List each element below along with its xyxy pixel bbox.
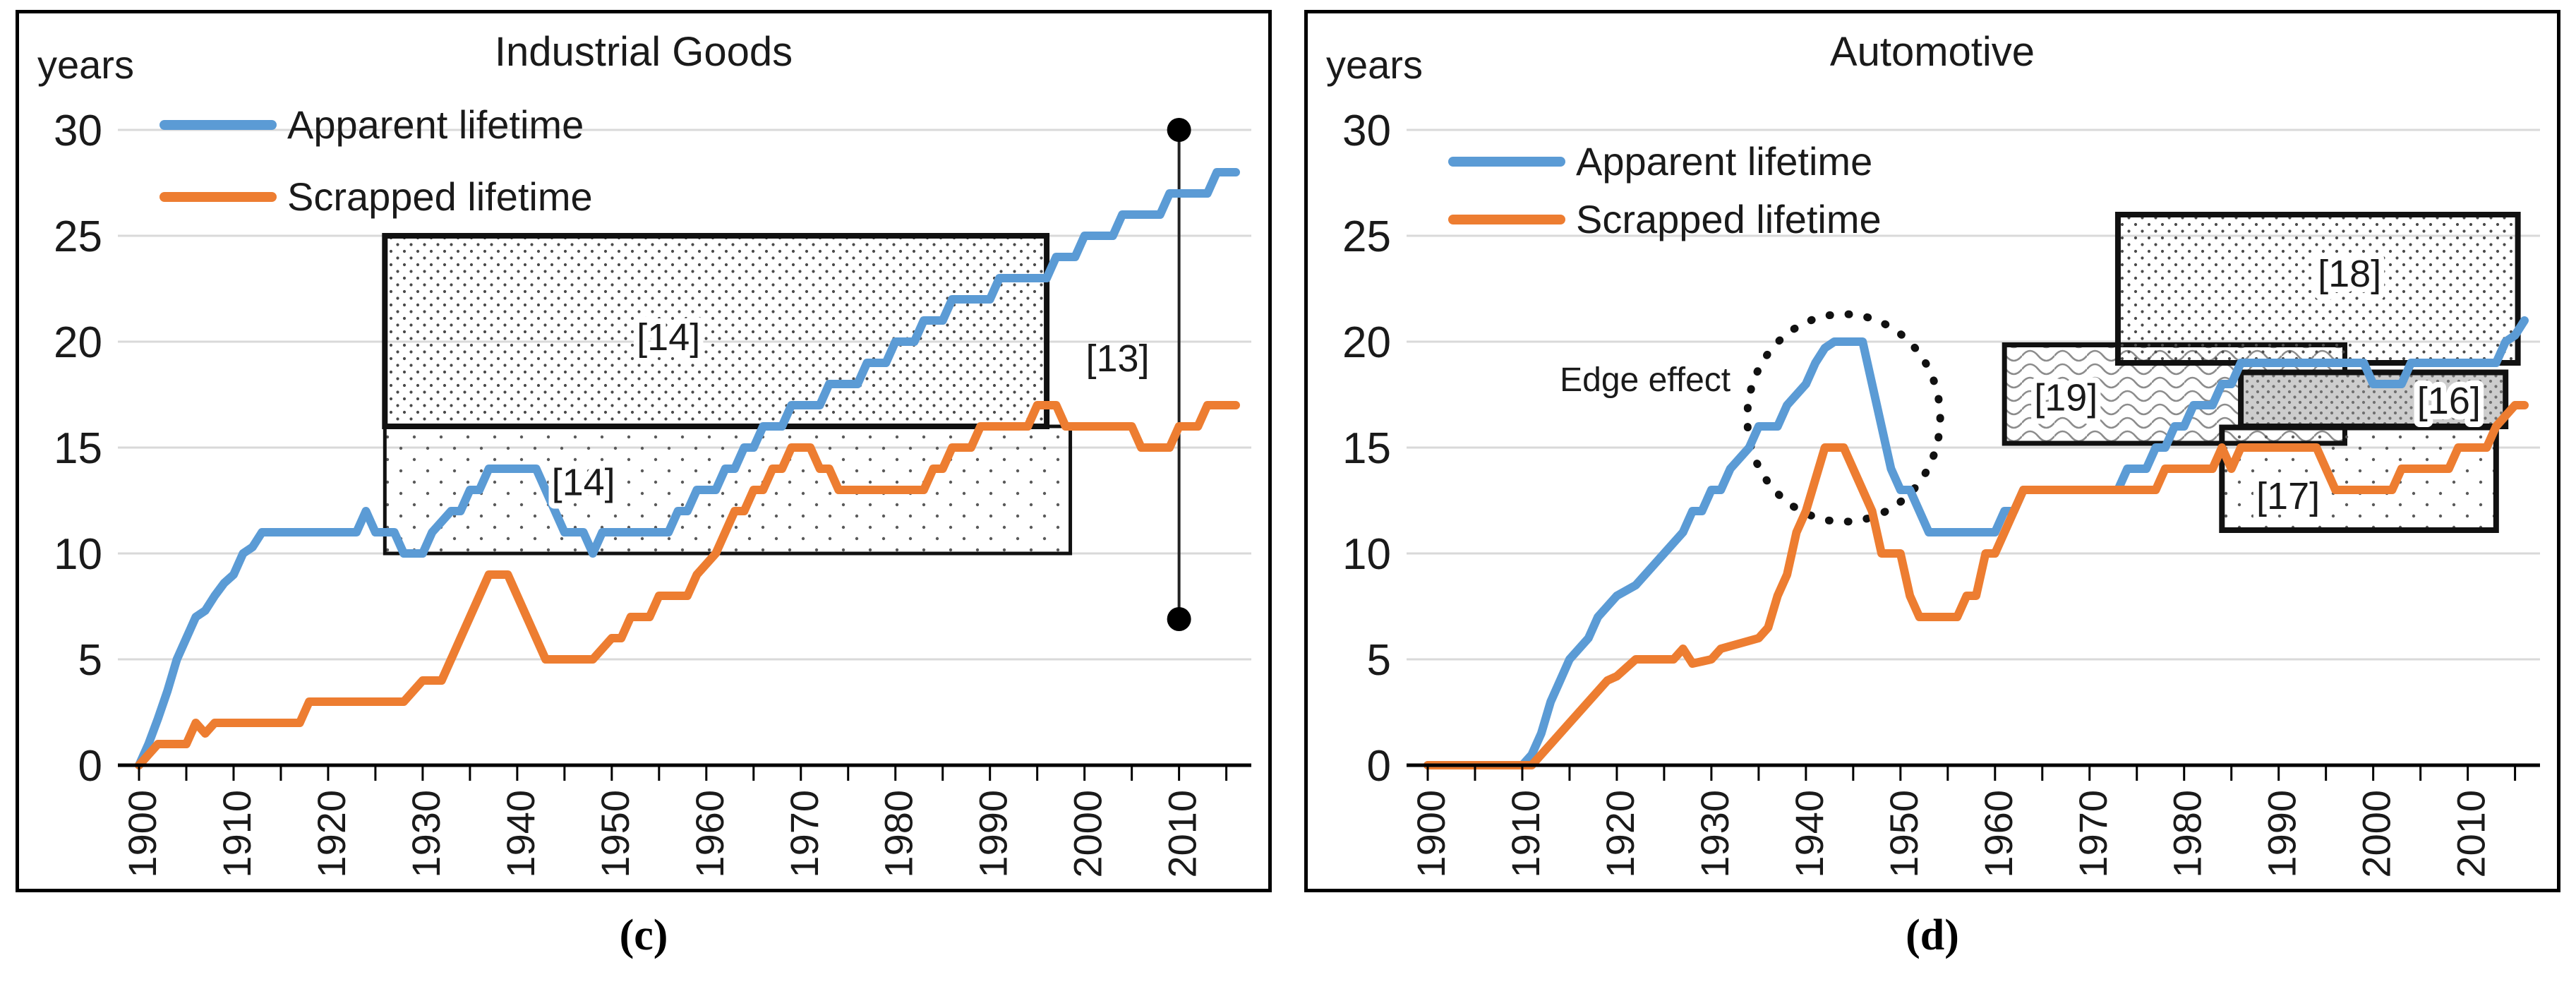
x-tick-label: 1980 (2165, 790, 2210, 878)
y-tick-label: 30 (1342, 107, 1391, 155)
y-axis-unit-label: years (1326, 42, 1423, 87)
x-tick-label: 1940 (1787, 790, 1831, 878)
y-axis-unit-label: years (37, 42, 134, 87)
edge-effect-label: Edge effect (1560, 361, 1731, 399)
x-tick-label: 1960 (687, 790, 732, 878)
x-tick-label: 1900 (1409, 790, 1453, 878)
annotation-box-18 (2114, 212, 2521, 366)
x-tick-label: 1950 (593, 790, 637, 878)
y-tick-label: 0 (78, 742, 102, 791)
panel-industrial-goods: [13] [14] [14] 1900 1910 1920 1930 1940 1950 1960… (16, 10, 1272, 892)
y-tick-label: 20 (1342, 318, 1391, 367)
x-tick-label: 1970 (782, 790, 826, 878)
y-tick-label: 25 (54, 212, 102, 261)
annotation-label: [17] (2256, 475, 2320, 517)
y-tick-label: 30 (54, 107, 102, 155)
annotation-label: [16] (2417, 380, 2481, 422)
panel-automotive: [19] [18] [17] [16] Edge effect 1900 1910 1920 1… (1304, 10, 2560, 892)
x-tick-label: 1980 (877, 790, 921, 878)
panel-label-c: (c) (619, 911, 668, 959)
x-tick-label: 1910 (1503, 790, 1548, 878)
y-tick-label: 0 (1367, 742, 1391, 791)
edge-effect-ellipse (1743, 310, 1944, 526)
legend-label: Apparent lifetime (287, 102, 584, 147)
y-tick-label: 25 (1342, 212, 1391, 261)
y-tick-label: 10 (54, 530, 102, 579)
legend-label: Scrapped lifetime (1576, 197, 1882, 241)
y-tick-label: 15 (54, 424, 102, 473)
y-tick-label: 10 (1342, 530, 1391, 579)
x-tick-label: 1930 (1692, 790, 1737, 878)
series-apparent-lifetime (1424, 316, 2529, 769)
x-tick-label: 1920 (1598, 790, 1642, 878)
y-tick-label: 15 (1342, 424, 1391, 473)
x-tick-label: 2000 (2354, 790, 2399, 878)
x-tick-label: 1990 (971, 790, 1016, 878)
industrial-goods-chart: [13] [14] [14] 1900 1910 1920 1930 1940 1950 1960… (37, 29, 1251, 878)
x-tick-label: 1910 (215, 790, 259, 878)
chart-title: Automotive (1830, 29, 2035, 75)
y-tick-label: 5 (78, 636, 102, 685)
legend-label: Scrapped lifetime (287, 174, 593, 219)
chart-title: Industrial Goods (495, 29, 793, 75)
annotation-box-17 (2219, 424, 2499, 533)
annotation-label: [13] (1086, 337, 1150, 380)
series-apparent-lifetime (135, 168, 1240, 769)
x-tick-label: 1930 (404, 790, 448, 878)
annotation-label: [14] (552, 462, 615, 504)
x-tick-label: 1990 (2260, 790, 2304, 878)
annotation-label: [18] (2318, 253, 2381, 295)
x-tick-label: 1920 (309, 790, 354, 878)
automotive-chart: [19] [18] [17] [16] Edge effect 1900 1910 1920 1… (1326, 29, 2540, 878)
x-tick-label: 2000 (1066, 790, 1110, 878)
x-tick-label: 1970 (2071, 790, 2115, 878)
y-tick-label: 20 (54, 318, 102, 367)
panel-label-d: (d) (1906, 911, 1959, 959)
panels-row: [13] [14] [14] 1900 1910 1920 1930 1940 1950 1960… (16, 10, 2560, 892)
y-tick-label: 5 (1367, 636, 1391, 685)
x-tick-label: 1940 (498, 790, 543, 878)
legend-label: Apparent lifetime (1576, 139, 1872, 184)
annotation-box-14 (382, 233, 1050, 429)
annotation-label: [19] (2034, 377, 2097, 419)
annotation-vline-dot-bottom (1167, 607, 1191, 631)
x-tick-label: 1950 (1882, 790, 1926, 878)
annotation-label: [14] (637, 316, 700, 359)
x-tick-label: 2010 (1160, 790, 1205, 878)
annotation-vline-dot-top (1167, 118, 1191, 142)
series-scrapped-lifetime (135, 401, 1240, 769)
captions-row: (c) (d) (0, 892, 2576, 961)
x-tick-label: 1900 (120, 790, 164, 878)
series-scrapped-lifetime (1424, 401, 2529, 769)
x-tick-label: 1960 (1976, 790, 2021, 878)
x-tick-label: 2010 (2449, 790, 2493, 878)
